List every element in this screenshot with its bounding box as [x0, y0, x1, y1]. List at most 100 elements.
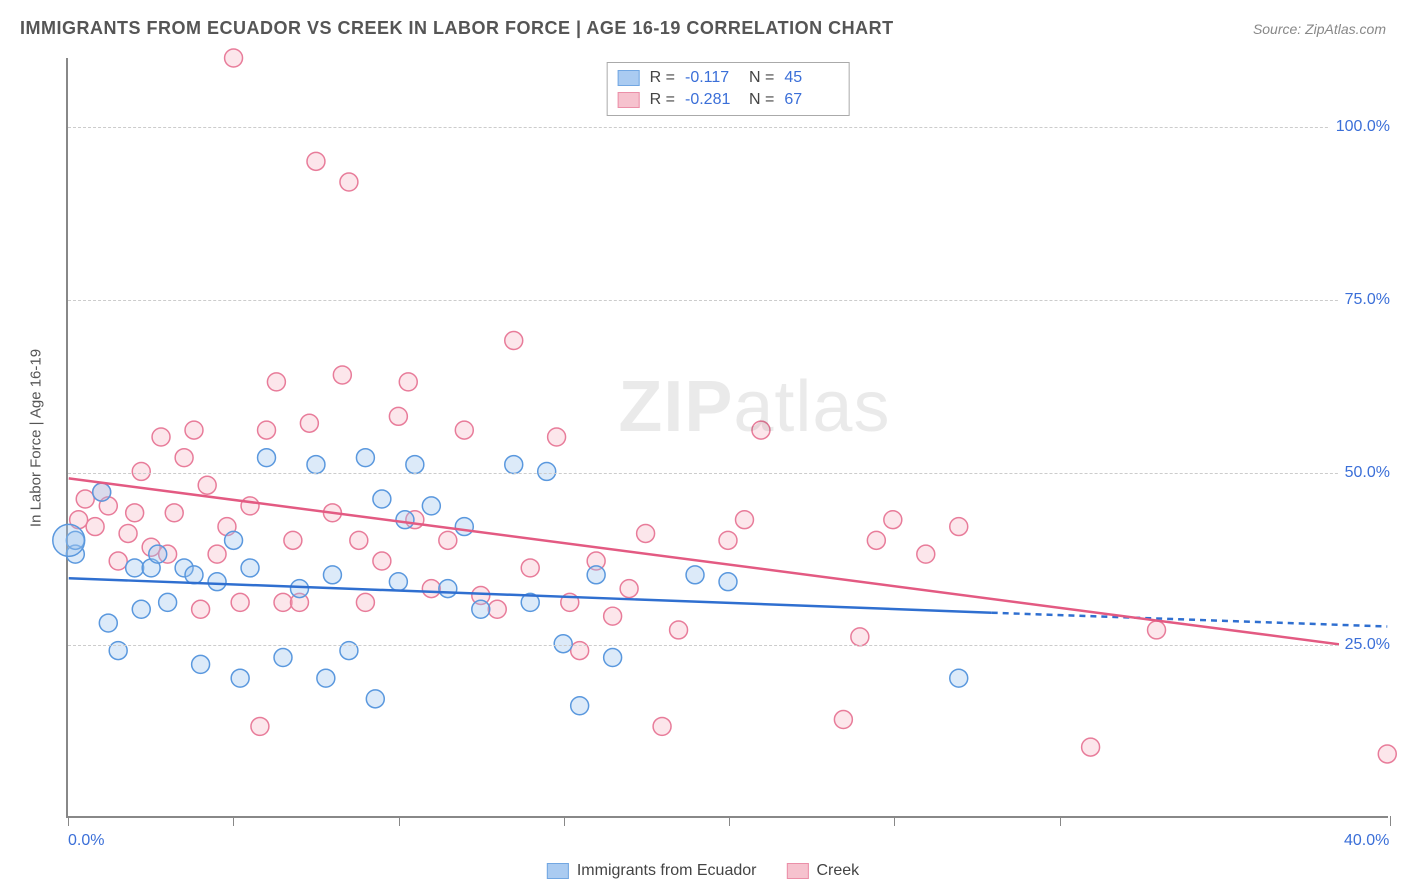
scatter-point-ecuador [389, 573, 407, 591]
y-tick-label: 25.0% [1339, 636, 1390, 654]
scatter-point-ecuador [373, 490, 391, 508]
scatter-point-creek [258, 421, 276, 439]
scatter-point-ecuador [291, 580, 309, 598]
scatter-point-creek [350, 531, 368, 549]
chart-area: In Labor Force | Age 16-19 ZIPatlas R = … [48, 58, 1388, 818]
scatter-point-ecuador [472, 600, 490, 618]
scatter-point-creek [132, 462, 150, 480]
legend-n-label: N = [749, 91, 774, 109]
scatter-point-ecuador [132, 600, 150, 618]
y-tick-label: 100.0% [1330, 118, 1390, 136]
scatter-point-creek [653, 717, 671, 735]
legend-n-value-creek: 67 [784, 91, 838, 109]
gridline [68, 645, 1388, 646]
scatter-point-ecuador [225, 531, 243, 549]
x-tick-label: 40.0% [1344, 832, 1389, 850]
scatter-point-creek [284, 531, 302, 549]
scatter-point-creek [851, 628, 869, 646]
scatter-point-creek [505, 332, 523, 350]
scatter-point-ecuador [192, 655, 210, 673]
scatter-point-ecuador [950, 669, 968, 687]
chart-header: IMMIGRANTS FROM ECUADOR VS CREEK IN LABO… [20, 18, 1386, 39]
y-tick-label: 75.0% [1339, 291, 1390, 309]
scatter-point-ecuador [439, 580, 457, 598]
scatter-point-ecuador [241, 559, 259, 577]
scatter-point-ecuador [406, 456, 424, 474]
scatter-point-creek [620, 580, 638, 598]
trend-line-creek [69, 478, 1388, 650]
chart-source: Source: ZipAtlas.com [1253, 21, 1386, 37]
legend-r-value-ecuador: -0.117 [685, 69, 739, 87]
chart-title: IMMIGRANTS FROM ECUADOR VS CREEK IN LABO… [20, 18, 894, 39]
scatter-point-creek [208, 545, 226, 563]
legend-swatch-ecuador [547, 863, 569, 879]
scatter-point-ecuador [185, 566, 203, 584]
y-tick-label: 50.0% [1339, 464, 1390, 482]
scatter-point-ecuador [317, 669, 335, 687]
scatter-point-creek [1082, 738, 1100, 756]
scatter-point-creek [356, 593, 374, 611]
legend-item-ecuador: Immigrants from Ecuador [547, 862, 757, 880]
scatter-point-creek [231, 593, 249, 611]
scatter-point-creek [165, 504, 183, 522]
scatter-point-creek [251, 717, 269, 735]
legend-label-ecuador: Immigrants from Ecuador [577, 862, 757, 880]
legend-r-label: R = [650, 69, 675, 87]
gridline [68, 473, 1388, 474]
scatter-point-ecuador [53, 524, 85, 556]
scatter-point-creek [126, 504, 144, 522]
x-tick [894, 816, 895, 826]
scatter-point-creek [300, 414, 318, 432]
scatter-point-creek [274, 593, 292, 611]
x-tick [68, 816, 69, 826]
legend-swatch-ecuador [618, 70, 640, 86]
scatter-point-ecuador [455, 518, 473, 536]
scatter-point-ecuador [396, 511, 414, 529]
scatter-point-ecuador [356, 449, 374, 467]
scatter-point-creek [439, 531, 457, 549]
scatter-point-creek [192, 600, 210, 618]
scatter-point-creek [1378, 745, 1396, 763]
scatter-point-ecuador [258, 449, 276, 467]
scatter-point-ecuador [686, 566, 704, 584]
scatter-point-ecuador [149, 545, 167, 563]
scatter-point-ecuador [719, 573, 737, 591]
scatter-point-creek [109, 552, 127, 570]
gridline [68, 127, 1388, 128]
legend-stats-row-creek: R = -0.281 N = 67 [618, 89, 839, 111]
scatter-point-creek [175, 449, 193, 467]
scatter-point-creek [488, 600, 506, 618]
scatter-point-creek [373, 552, 391, 570]
scatter-point-creek [834, 711, 852, 729]
x-tick [729, 816, 730, 826]
scatter-point-creek [917, 545, 935, 563]
plot-region: ZIPatlas R = -0.117 N = 45 R = -0.281 N … [66, 58, 1388, 818]
scatter-svg [68, 58, 1388, 816]
scatter-point-ecuador [93, 483, 111, 501]
scatter-point-creek [884, 511, 902, 529]
x-tick [1060, 816, 1061, 826]
scatter-point-creek [455, 421, 473, 439]
legend-item-creek: Creek [786, 862, 859, 880]
scatter-point-creek [1148, 621, 1166, 639]
scatter-point-creek [604, 607, 622, 625]
legend-series: Immigrants from Ecuador Creek [547, 862, 859, 880]
scatter-point-creek [119, 524, 137, 542]
legend-swatch-creek [618, 92, 640, 108]
scatter-point-ecuador [307, 456, 325, 474]
scatter-point-creek [152, 428, 170, 446]
x-tick [1390, 816, 1391, 826]
x-tick-label: 0.0% [68, 832, 104, 850]
scatter-point-ecuador [99, 614, 117, 632]
x-tick [564, 816, 565, 826]
scatter-point-ecuador [571, 697, 589, 715]
legend-stats-box: R = -0.117 N = 45 R = -0.281 N = 67 [607, 62, 850, 116]
scatter-point-creek [867, 531, 885, 549]
scatter-point-ecuador [505, 456, 523, 474]
scatter-point-creek [76, 490, 94, 508]
scatter-point-creek [241, 497, 259, 515]
legend-stats-row-ecuador: R = -0.117 N = 45 [618, 67, 839, 89]
scatter-point-creek [185, 421, 203, 439]
scatter-point-ecuador [126, 559, 144, 577]
legend-n-value-ecuador: 45 [784, 69, 838, 87]
